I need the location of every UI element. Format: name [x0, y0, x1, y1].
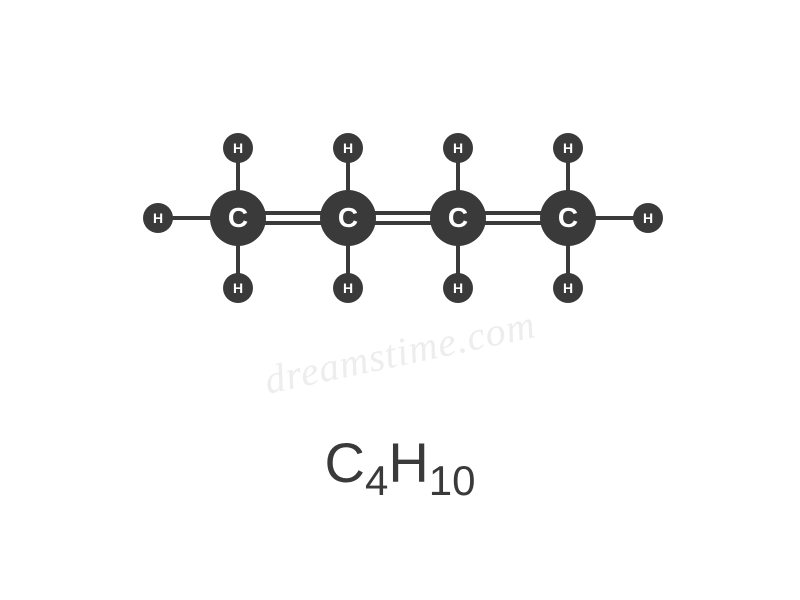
formula-subscript: 4	[365, 457, 388, 504]
carbon-atom: C	[540, 190, 596, 246]
formula-subscript: 10	[429, 457, 476, 504]
formula-element: C	[325, 431, 365, 494]
chemical-formula: C4H10	[325, 430, 476, 495]
hydrogen-atom: H	[633, 203, 663, 233]
hydrogen-atom: H	[443, 133, 473, 163]
carbon-atom: C	[210, 190, 266, 246]
hydrogen-atom: H	[333, 133, 363, 163]
formula-element: H	[388, 431, 428, 494]
hydrogen-atom: H	[553, 273, 583, 303]
hydrogen-atom: H	[333, 273, 363, 303]
hydrogen-atom: H	[553, 133, 583, 163]
carbon-atom: C	[430, 190, 486, 246]
hydrogen-atom: H	[223, 273, 253, 303]
molecule-diagram: CCCCHHHHHHHHHH	[0, 0, 800, 600]
hydrogen-atom: H	[143, 203, 173, 233]
hydrogen-atom: H	[223, 133, 253, 163]
hydrogen-atom: H	[443, 273, 473, 303]
carbon-atom: C	[320, 190, 376, 246]
